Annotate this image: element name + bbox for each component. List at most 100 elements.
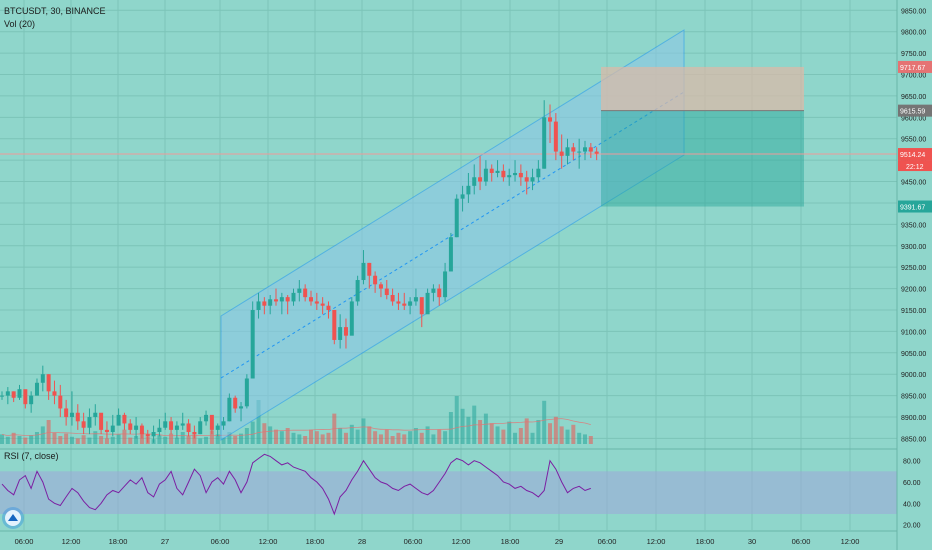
volume-bar — [244, 428, 249, 444]
candle-body — [64, 408, 69, 418]
candle-body — [174, 425, 179, 430]
price-tick-label: 9850.00 — [901, 8, 926, 15]
volume-bar — [361, 418, 366, 444]
volume-bar — [180, 432, 185, 444]
candle-body — [594, 151, 599, 154]
price-axis-background — [897, 0, 932, 550]
entry-price-tag[interactable] — [898, 104, 932, 117]
volume-bar — [274, 429, 279, 444]
volume-bar — [524, 418, 529, 444]
price-tick-label: 9250.00 — [901, 265, 926, 272]
volume-bar — [40, 426, 45, 444]
entry-price-label: 9615.59 — [900, 109, 925, 116]
rsi-panel — [0, 453, 897, 516]
time-label: 06:00 — [15, 537, 34, 546]
volume-bar — [209, 430, 214, 444]
candle-body — [215, 425, 220, 430]
price-tick-label: 9200.00 — [901, 287, 926, 294]
candle-body — [565, 147, 570, 156]
volume-bar — [250, 421, 255, 444]
volume-bar — [29, 435, 34, 444]
volume-bar — [583, 434, 587, 444]
volume-bar — [198, 438, 203, 444]
current-price-tag[interactable] — [898, 148, 932, 161]
time-axis[interactable]: 06:00 12:00 18:00 27 06:00 12:00 18:00 28 06:00 1… — [0, 530, 897, 546]
volume-bar — [548, 423, 553, 444]
candle-body — [5, 391, 10, 396]
rsi-tick-label: 40.00 — [903, 501, 921, 508]
candle-body — [588, 147, 593, 152]
candle-body — [396, 301, 401, 304]
candle-body — [314, 301, 319, 304]
time-label: 12:00 — [259, 537, 278, 546]
target-price-tag[interactable] — [898, 200, 932, 213]
volume-bar — [157, 435, 162, 444]
volume-bar — [279, 431, 284, 444]
volume-bar — [233, 436, 238, 444]
candle-body — [402, 303, 407, 306]
time-label: 28 — [358, 537, 366, 546]
price-tick-label: 9800.00 — [901, 30, 926, 37]
time-label: 06:00 — [792, 537, 811, 546]
volume-bar — [192, 434, 197, 444]
volume-bar — [384, 429, 389, 444]
candle-body — [338, 327, 343, 340]
candle-body — [343, 327, 348, 336]
stop-price-tag[interactable] — [898, 60, 932, 73]
candle-body — [233, 397, 238, 409]
volume-bar — [320, 434, 325, 444]
candle-body — [542, 117, 547, 169]
volume-bar — [5, 436, 10, 444]
candle-body — [139, 425, 144, 435]
volume-bar — [466, 416, 471, 444]
candle-body — [221, 421, 226, 426]
candle-body — [425, 292, 430, 315]
candle-body — [373, 275, 378, 285]
volume-bar — [204, 436, 209, 444]
rsi-label[interactable]: RSI (7, close) — [4, 451, 59, 461]
price-tick-label: 8950.00 — [901, 394, 926, 401]
volume-bar — [553, 416, 558, 444]
volume-bar — [437, 429, 442, 444]
volume-bar — [297, 434, 302, 444]
symbol-header[interactable]: BTCUSDT, 30, BINANCE — [4, 6, 106, 16]
candle-body — [122, 414, 127, 424]
volume-label[interactable]: Vol (20) — [4, 19, 35, 29]
volume-bar — [169, 433, 174, 444]
volume-bar — [116, 434, 121, 444]
stop-loss-zone[interactable] — [601, 66, 804, 111]
volume-bar — [565, 429, 570, 444]
time-label: 18:00 — [501, 537, 520, 546]
volume-bar — [378, 434, 383, 444]
volume-bar — [355, 429, 360, 444]
volume-bar — [507, 421, 512, 444]
stop-price-label: 9717.67 — [900, 65, 925, 72]
volume-bar — [396, 432, 401, 444]
candle-body — [501, 170, 506, 178]
volume-bar — [518, 428, 523, 444]
drawing-overlays[interactable] — [0, 29, 897, 441]
price-tick-label: 9700.00 — [901, 73, 926, 80]
candle-body — [320, 303, 325, 306]
rsi-tick-label: 60.00 — [903, 480, 921, 487]
volume-bar — [577, 432, 582, 444]
candle-body — [93, 412, 98, 418]
candle-body — [472, 177, 477, 186]
volume-bar — [99, 436, 104, 444]
time-label: 18:00 — [306, 537, 325, 546]
countdown-label: 22:12 — [906, 164, 924, 171]
tradingview-logo-icon[interactable] — [2, 507, 24, 529]
candle-body — [460, 194, 465, 199]
candle-body — [478, 177, 483, 182]
volume-bar — [571, 424, 576, 444]
take-profit-zone[interactable] — [601, 110, 804, 207]
candle-body — [308, 297, 313, 302]
price-axis[interactable]: 9850.00 9800.00 9750.00 9700.00 9650.00 9600.… — [896, 0, 932, 550]
candle-body — [157, 427, 162, 433]
rsi-band — [0, 471, 897, 514]
candle-body — [34, 382, 39, 396]
volume-bar — [536, 420, 541, 444]
candle-body — [151, 432, 156, 437]
candle-body — [274, 299, 279, 302]
